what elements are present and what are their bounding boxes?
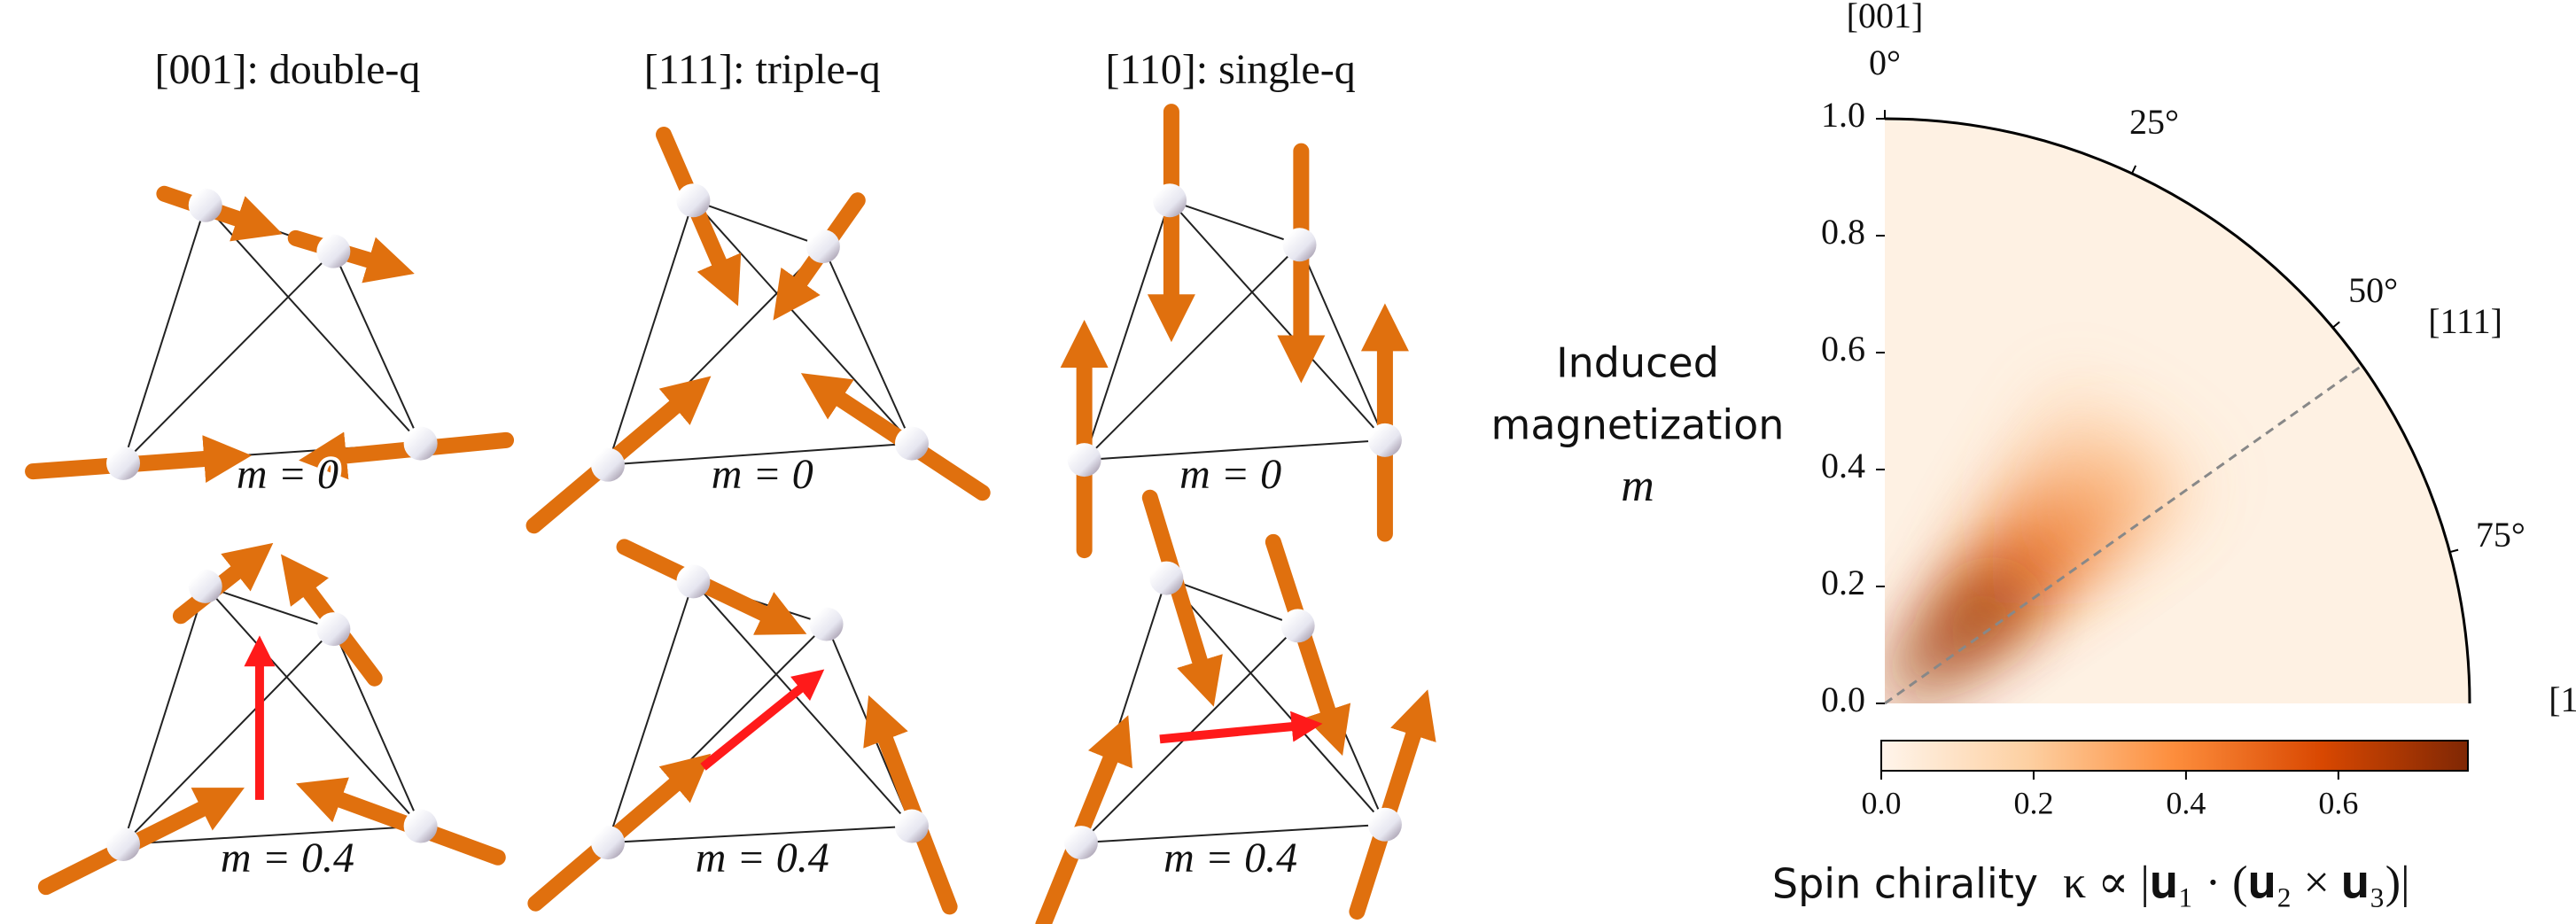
angle-tick-label: 50° [2348,270,2398,310]
direction-label: [111] [2428,301,2502,341]
angle-tick-label: 75° [2476,515,2525,555]
panel-title: [111]: triple-q [644,46,881,93]
polar-plot: 0.0 0.2 0.4 0.6 0.8 1.00° 25° 50° 75° [001] [111] [… [1491,0,2576,908]
bond [1300,245,1385,440]
magnetization-arrow [1160,726,1298,739]
y-tick-label: 0.2 [1821,563,1865,602]
angle-tick-label: 0° [1869,43,1901,82]
site [404,810,438,843]
site [1068,443,1101,477]
figure: [001]: double-qm = 0m = 0.4[111]: triple… [0,0,2576,924]
site [404,427,438,461]
site [189,570,222,603]
panel: [111]: triple-q m = 0 m = 0.4 [534,46,983,906]
site [1368,423,1402,457]
site [591,448,625,482]
site [1281,609,1315,642]
magnetization-label: m = 0.4 [696,835,829,881]
bond [1085,245,1300,460]
site [895,810,929,843]
colorbar-tick-label: 0.0 [1862,785,1902,820]
site [1149,562,1183,595]
panel-title: [001]: double-q [154,46,420,93]
panel-title: [110]: single-q [1106,46,1356,93]
direction-label: [001] [1847,0,1924,35]
magnetization-label: m = 0.4 [1163,835,1297,881]
site [676,564,710,598]
site [806,229,840,263]
y-axis-label: m [1621,461,1654,511]
colorbar-formula: κ ∝ |𝐮₁ · (𝐮₂ × 𝐮₃)| [2063,858,2410,908]
site [106,446,140,480]
bond [123,252,333,463]
panel: [001]: double-q m = 0 m = 0.4 [33,46,506,887]
colorbar [1881,741,2468,771]
site [1368,808,1402,842]
site [810,608,844,641]
y-tick-label: 0.6 [1821,329,1865,369]
magnetization-label: m = 0 [1179,451,1281,498]
magnetization-label: m = 0 [712,451,813,498]
site [591,826,625,859]
colorbar-tick-label: 0.2 [2013,785,2053,820]
site [106,827,140,861]
site [316,612,350,646]
bond [123,206,206,463]
site [316,235,350,268]
site [1064,826,1098,859]
angle-tick [2450,550,2459,553]
magnetization-label: m = 0.4 [221,835,354,881]
y-tick-label: 0.8 [1821,212,1865,252]
bond [123,629,333,844]
colorbar-tick-label: 0.4 [2166,785,2206,820]
magnetization-label: m = 0 [237,451,339,498]
colorbar-tick-label: 0.6 [2318,785,2358,820]
bond [1166,578,1385,825]
bond [693,581,912,826]
y-tick-label: 0.0 [1821,679,1865,719]
bond [1085,200,1170,460]
angle-tick [2333,322,2340,327]
angle-tick-label: 25° [2129,102,2179,142]
spin-panels: [001]: double-qm = 0m = 0.4[111]: triple… [33,46,1416,924]
y-tick-label: 1.0 [1821,95,1865,135]
site [1283,228,1317,261]
bond [693,200,912,443]
y-axis-label: magnetization [1491,401,1785,449]
bond [333,252,420,444]
page: [001]: double-qm = 0m = 0.4[111]: triple… [0,0,2576,924]
colorbar-label: Spin chirality [1772,860,2038,908]
direction-label: [110] [2549,679,2576,719]
panel: [110]: single-q m = 0 m = 0.4 [1043,46,1416,924]
y-tick-label: 0.4 [1821,446,1865,485]
site [676,183,710,217]
y-axis-label: Induced [1556,339,1719,387]
heatmap [1885,119,2470,703]
site [1153,183,1187,217]
angle-tick [2132,166,2136,174]
site [189,189,222,222]
site [895,427,929,461]
